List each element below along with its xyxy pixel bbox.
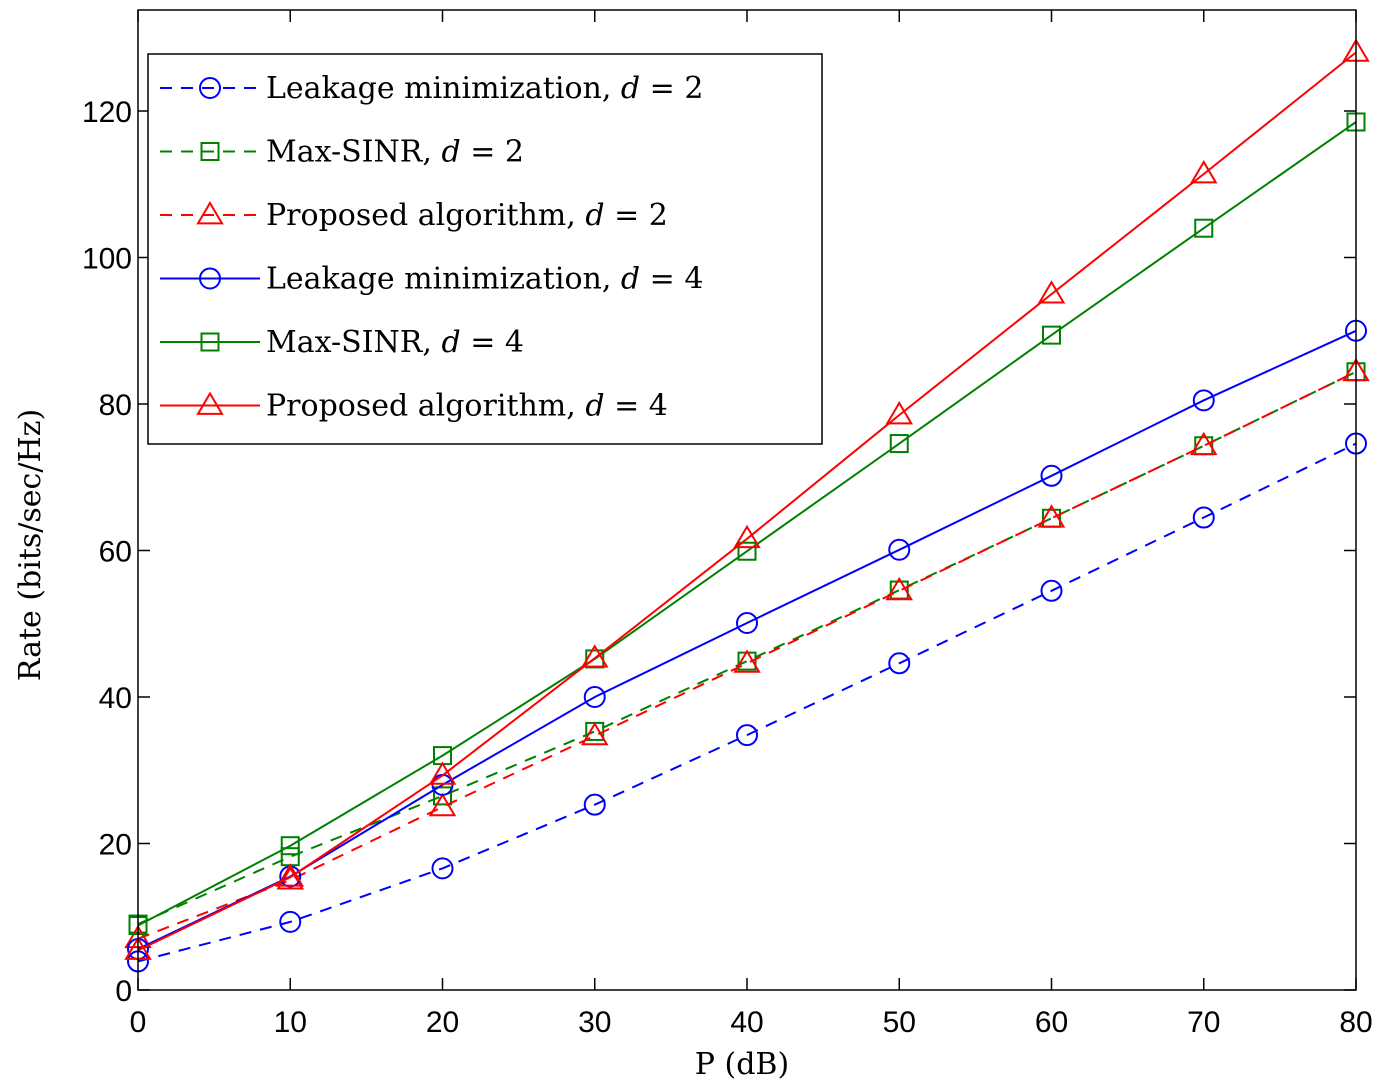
x-tick-label: 60 [1035, 1006, 1068, 1039]
data-point-1-6 [888, 652, 911, 675]
legend-marker-2 [200, 142, 220, 161]
legend-label-symbol: d [441, 325, 460, 360]
y-tick-label: 20 [99, 829, 132, 862]
x-tick-label: 20 [426, 1006, 459, 1039]
legend-label-value: = 4 [605, 389, 668, 424]
legend-label-2: Max-SINR, d = 2 [266, 135, 524, 170]
data-point-4-4 [583, 686, 606, 708]
legend-label-value: = 4 [461, 325, 524, 360]
y-axis-title: Rate (bits/sec/Hz) [13, 409, 48, 681]
legend-label-value: = 2 [461, 135, 524, 170]
legend-entry-1: Leakage minimization, d = 2 [160, 71, 703, 106]
legend-label-text: Max-SINR, [266, 135, 441, 170]
legend-label-symbol: d [585, 198, 604, 233]
series-line-6 [137, 51, 1357, 952]
data-point-4-7 [1040, 464, 1063, 487]
legend-entry-3: Proposed algorithm, d = 2 [160, 198, 668, 233]
series-line-4 [137, 329, 1357, 950]
axes-layer: 0 10 20 30 40 50 60 70 80 0 20 40 60 80 100 120 [82, 9, 1373, 1039]
x-tick-label: 10 [274, 1006, 307, 1039]
data-point-1-7 [1040, 579, 1063, 602]
data-point-6-6 [885, 401, 913, 425]
series-6 [124, 38, 1370, 960]
x-tick-label: 70 [1187, 1006, 1220, 1039]
y-tick-label: 0 [115, 975, 132, 1008]
series-line-2 [137, 370, 1357, 926]
data-point-6-8 [1190, 160, 1218, 184]
data-point-6-4 [581, 644, 609, 668]
data-point-5-7 [1042, 325, 1061, 345]
data-point-4-5 [736, 612, 758, 635]
x-tick-label: 0 [130, 1006, 147, 1039]
data-point-3-6 [885, 576, 913, 601]
data-point-1-4 [583, 793, 606, 816]
legend-label-text: Max-SINR, [266, 325, 441, 360]
legend-label-symbol: d [621, 262, 640, 297]
data-point-5-2 [280, 836, 300, 856]
y-tick-label: 80 [99, 389, 132, 422]
data-point-4-8 [1192, 389, 1215, 412]
data-point-1-8 [1192, 506, 1215, 529]
y-tick-label: 40 [99, 682, 132, 715]
legend-entry-5: Max-SINR, d = 4 [160, 325, 524, 360]
data-point-4-6 [888, 538, 911, 561]
legend-label-6: Proposed algorithm, d = 4 [266, 389, 668, 424]
data-point-3-7 [1037, 504, 1066, 528]
legend-label-symbol: d [441, 135, 460, 170]
data-point-5-6 [889, 434, 909, 454]
data-point-3-8 [1190, 431, 1218, 456]
data-point-1-2 [279, 910, 302, 933]
legend-label-4: Leakage minimization, d = 4 [266, 262, 703, 297]
legend-label-text: Proposed algorithm, [266, 198, 585, 233]
series-line-5 [137, 121, 1357, 927]
legend-label-value: = 2 [640, 71, 703, 106]
legend-label-5: Max-SINR, d = 4 [266, 325, 524, 360]
legend-entry-4: Leakage minimization, d = 4 [160, 262, 703, 297]
legend-entry-2: Max-SINR, d = 2 [160, 135, 524, 170]
x-tick-label: 80 [1339, 1006, 1372, 1039]
data-point-1-5 [736, 724, 758, 747]
x-tick-label: 30 [578, 1006, 611, 1039]
series-line-3 [137, 370, 1357, 940]
legend-label-value: = 4 [640, 262, 703, 297]
legend-label-text: Leakage minimization, [266, 71, 621, 106]
legend-label-symbol: d [621, 71, 640, 106]
legend-label-1: Leakage minimization, d = 2 [266, 71, 703, 106]
legend-marker-4 [199, 267, 221, 290]
legend-marker-6 [196, 391, 224, 415]
data-point-3-5 [733, 649, 761, 673]
y-tick-label: 100 [82, 243, 132, 276]
data-point-5-5 [737, 541, 757, 561]
legend-marker-1 [199, 77, 221, 99]
x-axis-title: P (dB) [695, 1047, 789, 1082]
legend-label-text: Proposed algorithm, [266, 389, 585, 424]
data-point-6-7 [1037, 280, 1066, 304]
legend-marker-3 [196, 201, 224, 225]
x-tick-label: 50 [883, 1006, 916, 1039]
data-point-1-3 [431, 857, 454, 880]
y-tick-label: 120 [82, 96, 132, 129]
series-line-1 [137, 442, 1357, 963]
y-tick-label: 60 [99, 536, 132, 569]
legend-entry-6: Proposed algorithm, d = 4 [160, 389, 668, 424]
legend-label-symbol: d [585, 389, 604, 424]
legend-label-text: Leakage minimization, [266, 262, 621, 297]
legend-box [147, 53, 823, 445]
data-point-6-2 [276, 863, 304, 887]
series-layer [124, 38, 1370, 973]
data-point-6-5 [733, 524, 761, 549]
data-point-6-3 [428, 761, 457, 785]
legend-label-value: = 2 [605, 198, 668, 233]
data-point-2-3 [433, 786, 452, 806]
data-point-3-4 [581, 721, 609, 746]
legend-label-3: Proposed algorithm, d = 2 [266, 198, 668, 233]
data-point-3-3 [428, 792, 457, 817]
data-point-5-8 [1194, 218, 1214, 238]
legend-marker-5 [200, 332, 220, 352]
x-tick-label: 40 [730, 1006, 763, 1039]
